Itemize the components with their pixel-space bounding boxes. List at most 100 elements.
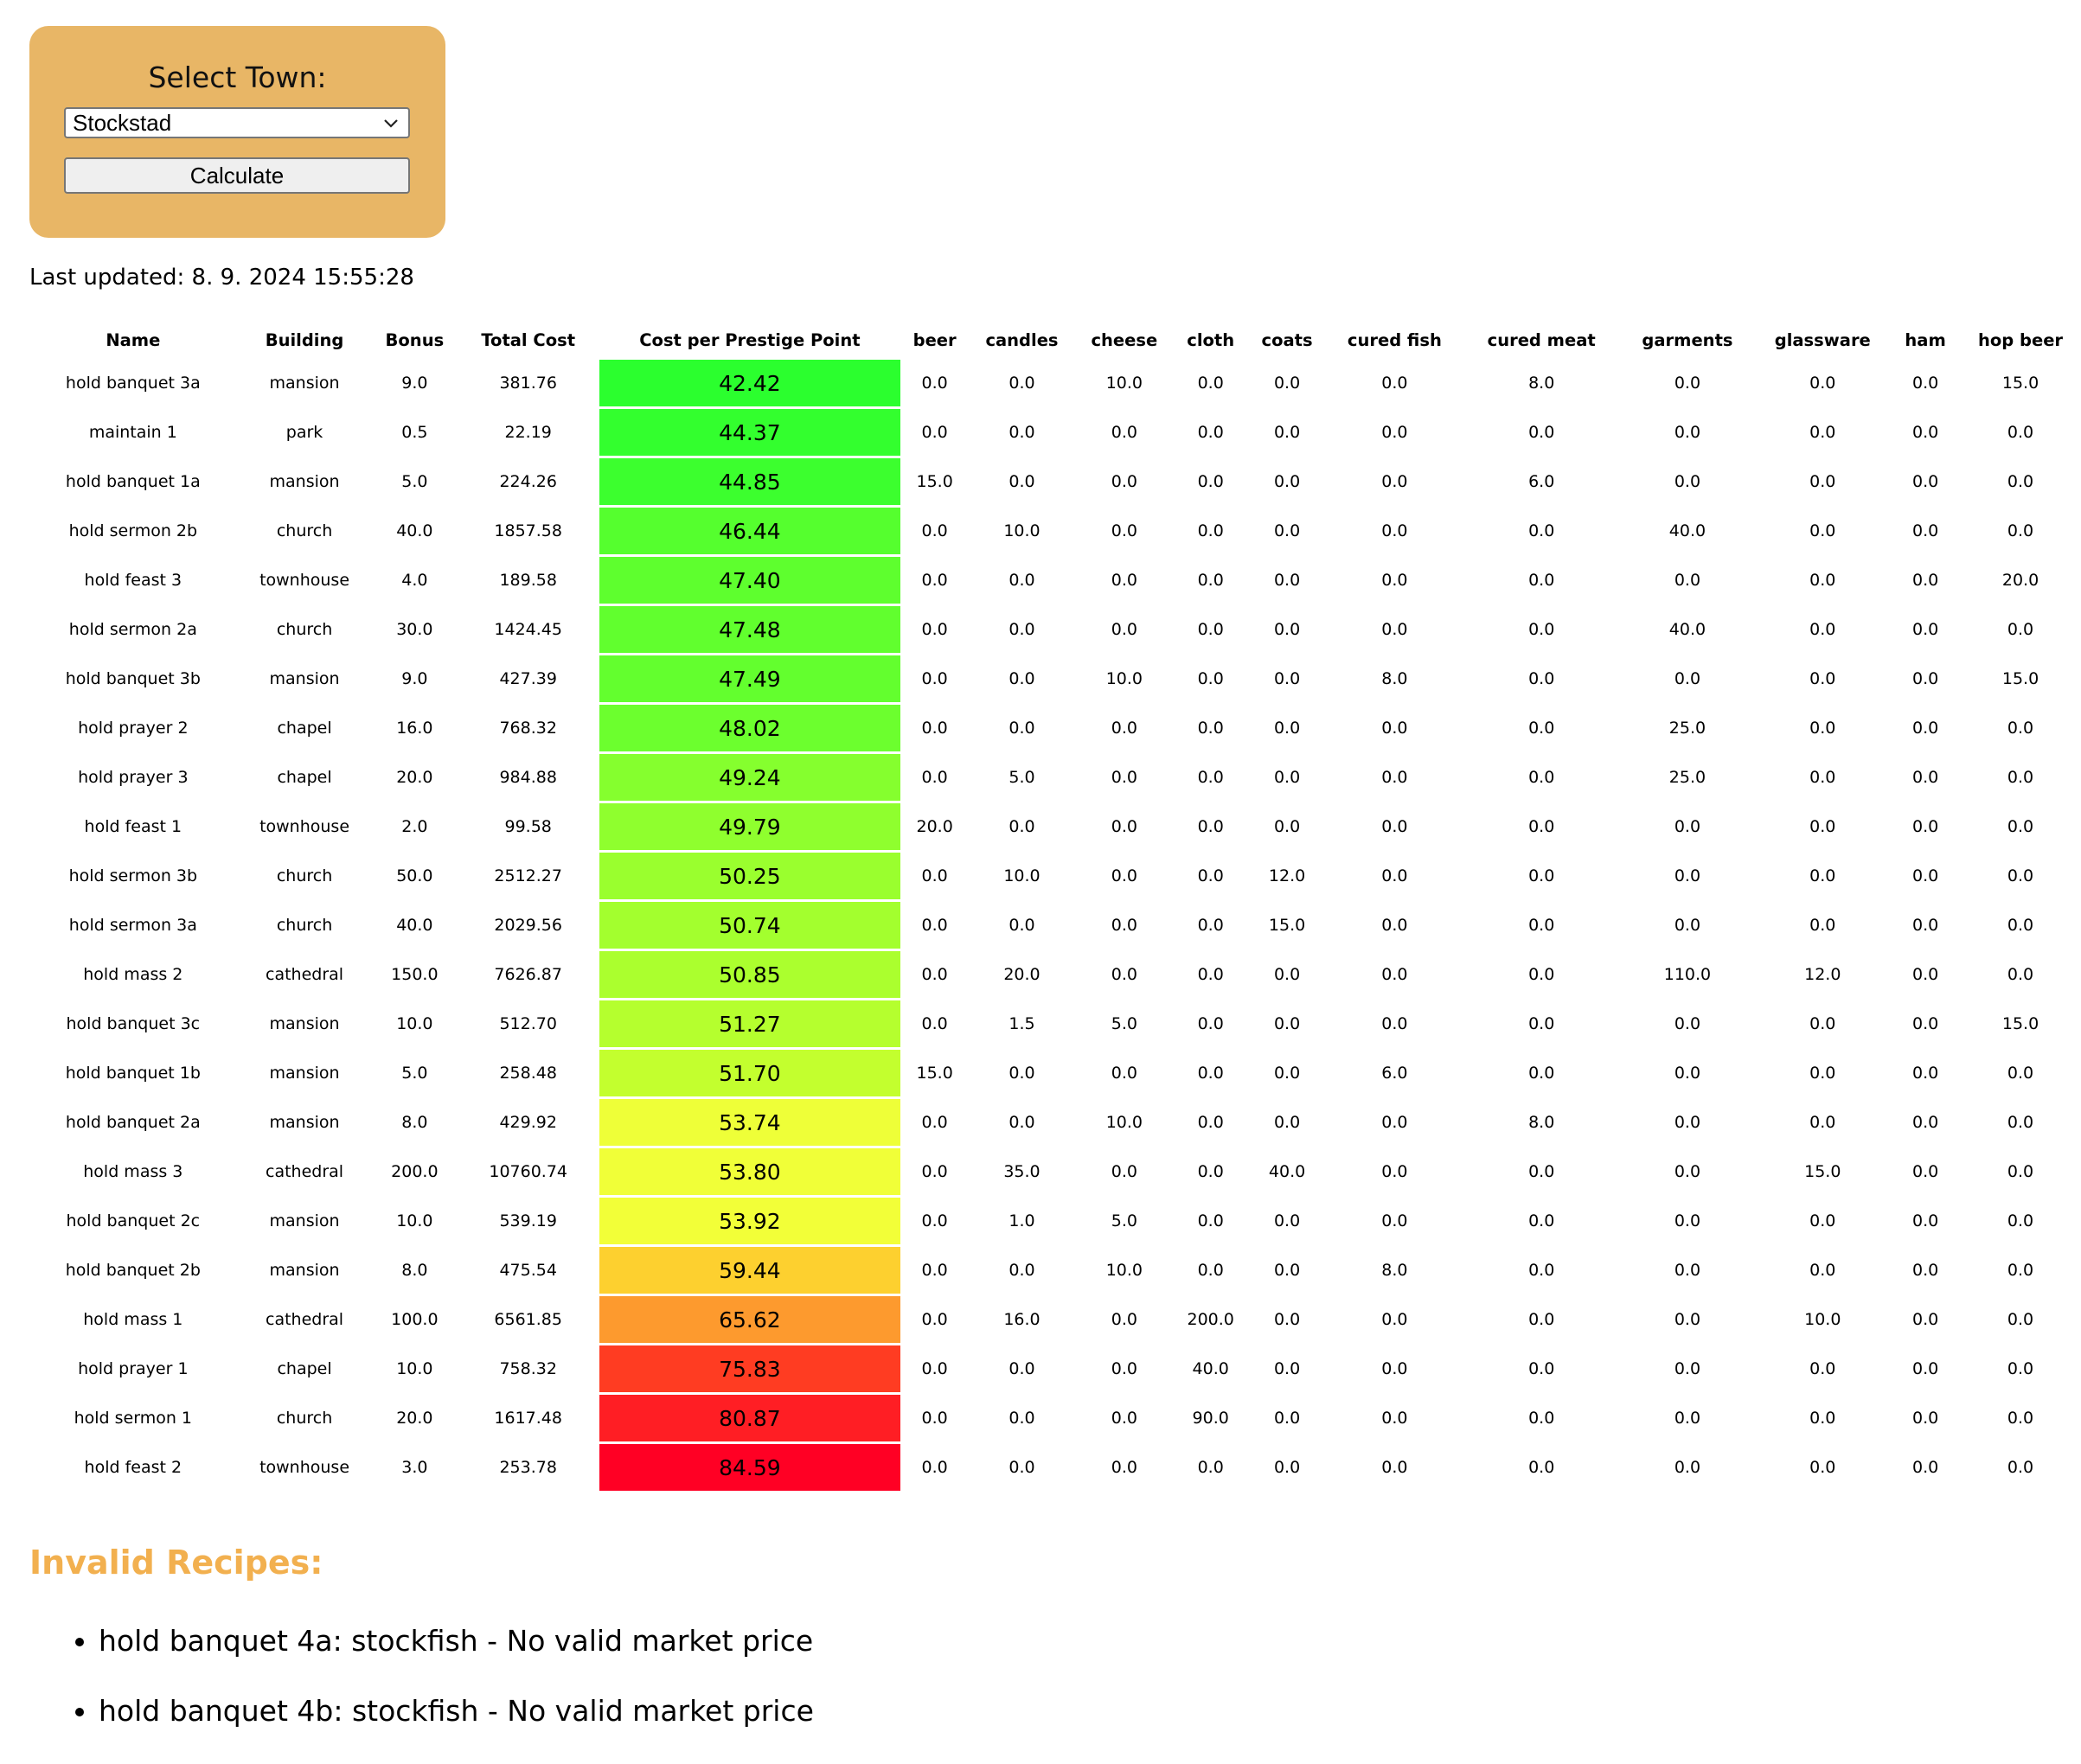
table-cell: 0.0: [921, 1458, 948, 1477]
table-cell: 0.0: [1381, 374, 1408, 393]
table-cell: 15.0: [2001, 1014, 2039, 1033]
table-cell: 12.0: [1268, 866, 1306, 885]
table-cell: 0.0: [1273, 521, 1301, 540]
cost-per-prestige-cell: 44.37: [599, 409, 900, 456]
table-cell: 0.0: [2007, 1261, 2034, 1280]
table-row: hold feast 2 townhouse 3.0 253.78 84.59 0.0 0.…: [29, 1444, 2081, 1491]
table-cell: 189.58: [499, 571, 557, 590]
table-cell: 0.0: [1809, 472, 1836, 491]
table-cell: 0.0: [1111, 965, 1137, 984]
table-cell: 0.0: [921, 1310, 948, 1329]
table-cell: 0.0: [1008, 423, 1035, 442]
select-town-label: Select Town:: [148, 61, 327, 94]
table-cell: 7626.87: [494, 965, 562, 984]
table-cell: 40.0: [1668, 521, 1706, 540]
town-select[interactable]: Stockstad: [64, 107, 410, 138]
table-cell: hold feast 3: [84, 571, 182, 590]
table-row: hold sermon 1 church 20.0 1617.48 80.87 0.0 0.…: [29, 1395, 2081, 1441]
table-cell: 0.0: [1674, 374, 1701, 393]
last-updated-text: Last updated: 8. 9. 2024 15:55:28: [29, 265, 414, 291]
table-row: hold mass 1 cathedral 100.0 6561.85 65.62 0.0…: [29, 1296, 2081, 1343]
chevron-down-icon: [384, 119, 398, 128]
calculate-button[interactable]: Calculate: [64, 157, 410, 194]
table-cell: 0.0: [1273, 571, 1301, 590]
table-cell: 0.0: [921, 1162, 948, 1181]
table-cell: 0.5: [401, 423, 428, 442]
table-cell: 0.0: [1008, 374, 1035, 393]
table-cell: 0.0: [1197, 1113, 1224, 1132]
table-cell: 10.0: [396, 1211, 433, 1230]
table-cell: maintain 1: [88, 423, 177, 442]
table-cell: 0.0: [1809, 521, 1836, 540]
table-cell: 0.0: [1197, 1162, 1224, 1181]
table-cell: cathedral: [266, 1310, 344, 1329]
table-cell: 0.0: [2007, 1458, 2034, 1477]
cost-per-prestige-cell: 47.40: [599, 557, 900, 604]
table-cell: hold prayer 1: [78, 1359, 189, 1378]
table-cell: church: [276, 620, 333, 639]
table-cell: 0.0: [1809, 1458, 1836, 1477]
table-cell: 10.0: [1105, 669, 1143, 688]
table-cell: 0.0: [1674, 1261, 1701, 1280]
table-cell: 0.0: [1528, 1359, 1555, 1378]
table-cell: 0.0: [1674, 669, 1701, 688]
table-cell: 539.19: [499, 1211, 557, 1230]
table-cell: 0.0: [1008, 916, 1035, 935]
table-cell: 0.0: [1197, 1014, 1224, 1033]
cost-per-prestige-cell: 49.79: [599, 803, 900, 850]
table-cell: 427.39: [499, 669, 557, 688]
invalid-recipes-title: Invalid Recipes:: [29, 1544, 323, 1582]
table-cell: 0.0: [921, 423, 948, 442]
cost-per-prestige-cell: 50.25: [599, 853, 900, 899]
table-cell: 0.0: [1008, 1064, 1035, 1083]
table-cell: 0.0: [1381, 1409, 1408, 1428]
table-cell: 0.0: [1528, 669, 1555, 688]
table-cell: townhouse: [259, 571, 350, 590]
table-cell: 0.0: [2007, 1359, 2034, 1378]
table-cell: 0.0: [1197, 817, 1224, 836]
table-cell: 0.0: [2007, 719, 2034, 738]
column-header: hop beer: [1977, 329, 2064, 350]
table-cell: 15.0: [916, 1064, 953, 1083]
cost-per-prestige-cell: 59.44: [599, 1247, 900, 1294]
table-cell: 0.0: [1008, 1458, 1035, 1477]
table-cell: 0.0: [1674, 1014, 1701, 1033]
table-cell: 0.0: [1674, 1113, 1701, 1132]
table-cell: 0.0: [1381, 1310, 1408, 1329]
table-cell: 0.0: [1911, 1409, 1939, 1428]
table-cell: 512.70: [499, 1014, 557, 1033]
table-cell: 0.0: [1674, 1211, 1701, 1230]
table-cell: 0.0: [1273, 1113, 1301, 1132]
table-cell: hold feast 1: [84, 817, 182, 836]
table-cell: 0.0: [1273, 1261, 1301, 1280]
table-cell: 0.0: [1674, 472, 1701, 491]
table-cell: 0.0: [1911, 472, 1939, 491]
table-cell: 0.0: [1381, 1359, 1408, 1378]
table-cell: 110.0: [1663, 965, 1712, 984]
table-cell: hold banquet 3b: [65, 669, 201, 688]
table-cell: 0.0: [1381, 571, 1408, 590]
table-cell: 0.0: [1528, 1211, 1555, 1230]
table-cell: 0.0: [1111, 571, 1137, 590]
table-cell: 10.0: [1105, 1113, 1143, 1132]
column-header: Building: [265, 329, 344, 350]
table-cell: 0.0: [1809, 1359, 1836, 1378]
table-cell: 0.0: [921, 374, 948, 393]
table-cell: 253.78: [499, 1458, 557, 1477]
table-cell: 0.0: [1008, 620, 1035, 639]
table-cell: 0.0: [921, 719, 948, 738]
table-cell: 0.0: [1273, 374, 1301, 393]
table-cell: 200.0: [1187, 1310, 1234, 1329]
table-cell: 0.0: [1528, 916, 1555, 935]
table-cell: 0.0: [1008, 669, 1035, 688]
table-cell: 0.0: [1197, 1261, 1224, 1280]
table-cell: hold prayer 2: [78, 719, 189, 738]
table-cell: 0.0: [1809, 669, 1836, 688]
column-header: cured fish: [1347, 329, 1442, 350]
table-cell: hold sermon 3b: [68, 866, 198, 885]
table-row: hold prayer 1 chapel 10.0 758.32 75.83 0.0 0.0…: [29, 1345, 2081, 1392]
table-cell: 0.0: [1273, 719, 1301, 738]
table-cell: 0.0: [1273, 620, 1301, 639]
table-cell: 30.0: [396, 620, 433, 639]
table-cell: 99.58: [504, 817, 552, 836]
